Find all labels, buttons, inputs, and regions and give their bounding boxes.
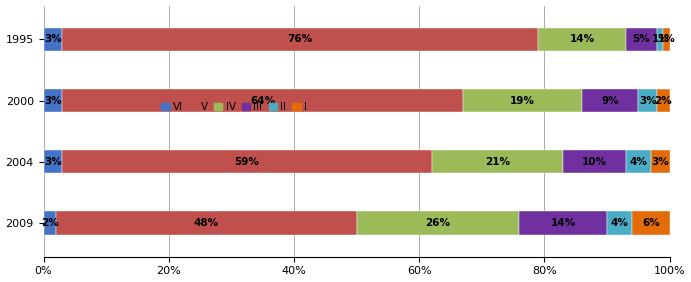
Text: 21%: 21%	[485, 157, 510, 167]
Text: 14%: 14%	[551, 218, 576, 228]
Bar	[582, 89, 638, 112]
Text: 10%: 10%	[582, 157, 607, 167]
Bar	[626, 150, 651, 173]
Text: 14%: 14%	[569, 34, 594, 44]
Bar	[56, 212, 357, 235]
Bar	[626, 28, 657, 51]
Text: 64%: 64%	[250, 96, 275, 105]
Text: 59%: 59%	[234, 157, 259, 167]
Text: 3%: 3%	[44, 34, 61, 44]
Text: 5%: 5%	[632, 34, 650, 44]
Bar	[62, 89, 463, 112]
Text: 48%: 48%	[193, 218, 219, 228]
Bar	[62, 150, 432, 173]
Bar	[432, 150, 563, 173]
Bar	[520, 212, 607, 235]
Text: 4%: 4%	[611, 218, 629, 228]
Bar	[663, 28, 670, 51]
Text: 3%: 3%	[44, 157, 61, 167]
Text: 2%: 2%	[654, 96, 672, 105]
Bar	[44, 212, 56, 235]
Bar	[44, 150, 62, 173]
Bar	[357, 212, 520, 235]
Text: 76%: 76%	[287, 34, 313, 44]
Text: 3%: 3%	[652, 157, 669, 167]
Text: 6%: 6%	[642, 218, 660, 228]
Text: 1%: 1%	[652, 34, 669, 44]
Bar	[563, 150, 626, 173]
Text: 4%: 4%	[630, 157, 647, 167]
Bar	[538, 28, 626, 51]
Text: 9%: 9%	[601, 96, 619, 105]
Bar	[657, 89, 670, 112]
Text: 3%: 3%	[44, 96, 61, 105]
Text: 3%: 3%	[639, 96, 656, 105]
Bar	[638, 89, 657, 112]
Bar	[62, 28, 538, 51]
Bar	[463, 89, 582, 112]
Text: 19%: 19%	[510, 96, 535, 105]
Bar	[607, 212, 632, 235]
Bar	[632, 212, 670, 235]
Bar	[44, 89, 62, 112]
Text: 26%: 26%	[426, 218, 451, 228]
Bar	[657, 28, 663, 51]
Text: 1%: 1%	[658, 34, 675, 44]
Legend: VI, V, IV, III, II, I: VI, V, IV, III, II, I	[162, 102, 307, 112]
Text: 2%: 2%	[41, 218, 59, 228]
Bar	[44, 28, 62, 51]
Bar	[651, 150, 670, 173]
